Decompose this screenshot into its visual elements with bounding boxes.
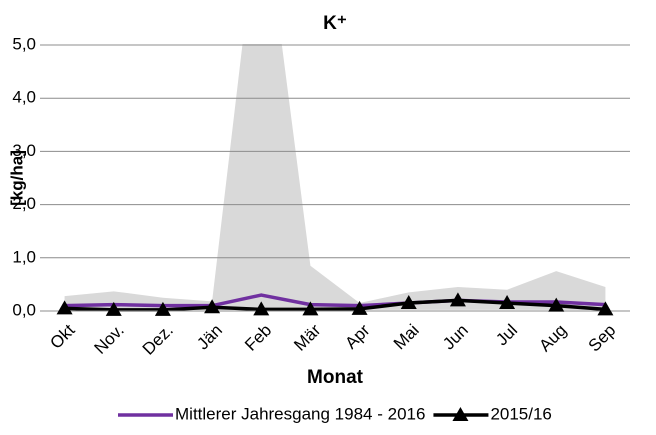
marker bbox=[105, 301, 122, 316]
legend-label: 2015/16 bbox=[490, 404, 551, 423]
marker bbox=[499, 295, 516, 310]
x-tick-label: Sep bbox=[585, 321, 620, 356]
y-tick-label: 5,0 bbox=[12, 34, 36, 53]
x-tick-label: Mär bbox=[290, 320, 324, 354]
x-tick-label: Dez. bbox=[139, 321, 177, 359]
series-line bbox=[64, 298, 606, 312]
marker bbox=[548, 297, 565, 312]
plot-area bbox=[64, 44, 606, 312]
marker bbox=[302, 301, 319, 316]
legend-marker bbox=[452, 407, 469, 421]
y-tick-label: 1,0 bbox=[12, 247, 36, 266]
marker bbox=[449, 292, 466, 307]
x-tick-label: Jun bbox=[439, 321, 472, 354]
marker bbox=[400, 295, 417, 310]
x-tick-label: Feb bbox=[241, 321, 275, 355]
x-tick-label: Jul bbox=[492, 321, 521, 350]
y-axis-label: [kg/ha] bbox=[7, 150, 26, 206]
x-tick-label: Okt bbox=[46, 320, 78, 352]
x-tick-label: Aug bbox=[535, 321, 570, 356]
y-tick-label: 0,0 bbox=[12, 300, 36, 319]
y-tick-label: 3,0 bbox=[12, 141, 36, 160]
marker bbox=[253, 301, 270, 316]
y-tick-label: 4,0 bbox=[12, 88, 36, 107]
marker bbox=[56, 300, 73, 315]
x-tick-label: Jän bbox=[193, 321, 226, 354]
range-area bbox=[64, 44, 606, 310]
x-tick-label: Apr bbox=[341, 320, 373, 352]
legend-label: Mittlerer Jahresgang 1984 - 2016 bbox=[175, 404, 425, 423]
x-axis-label: Monat bbox=[307, 367, 364, 388]
y-tick-label: 2,0 bbox=[12, 194, 36, 213]
x-tick-label: Mai bbox=[390, 321, 423, 354]
x-tick-label: Nov. bbox=[90, 321, 127, 358]
marker bbox=[204, 299, 221, 314]
marker bbox=[154, 301, 171, 316]
chart-title: K⁺ bbox=[323, 13, 347, 34]
marker bbox=[597, 301, 614, 316]
marker bbox=[351, 300, 368, 315]
